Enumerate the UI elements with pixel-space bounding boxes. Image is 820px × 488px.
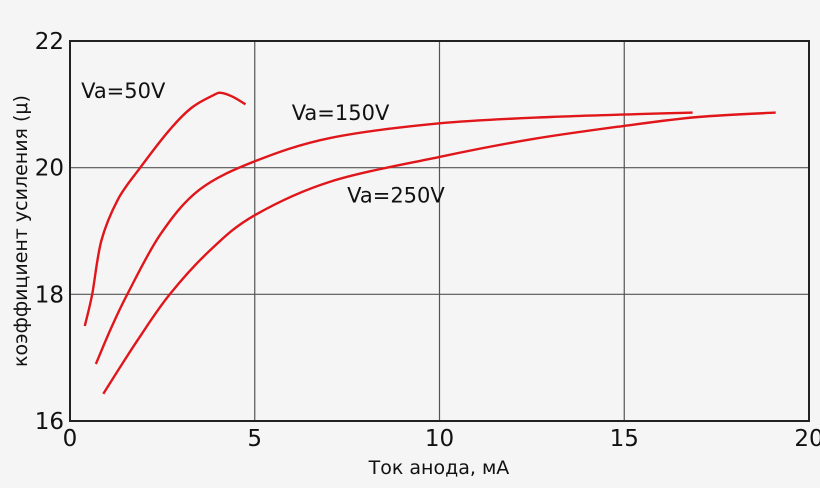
- curve-label: Va=50V: [81, 79, 166, 103]
- y-tick-label: 16: [35, 409, 64, 435]
- curves: [83, 91, 776, 395]
- curve-va150v: [94, 111, 693, 365]
- plot-frame: [69, 40, 810, 422]
- y-tick-label: 18: [35, 282, 64, 308]
- x-tick-label: 10: [425, 426, 454, 452]
- x-tick-label: 5: [247, 426, 262, 452]
- x-tick-label: 0: [63, 426, 78, 452]
- x-axis-label: Ток анода, мА: [368, 457, 510, 479]
- gridlines: [70, 41, 809, 421]
- curve-label: Va=250V: [347, 184, 445, 208]
- curve-label: Va=150V: [292, 101, 390, 125]
- x-tick-label: 15: [610, 426, 639, 452]
- x-tick-label: 20: [794, 426, 820, 452]
- y-tick-label: 20: [35, 156, 64, 182]
- y-axis-label: коэффициент усиления (μ): [10, 95, 32, 367]
- curve-labels: Va=50V Va=150V Va=250V: [81, 79, 445, 208]
- curve-va250v: [102, 111, 776, 395]
- curve-va50v: [83, 91, 247, 327]
- y-tick-label: 22: [35, 29, 64, 55]
- y-axis-ticks: 16 18 20 22: [35, 29, 64, 435]
- x-axis-ticks: 0 5 10 15 20: [63, 426, 820, 452]
